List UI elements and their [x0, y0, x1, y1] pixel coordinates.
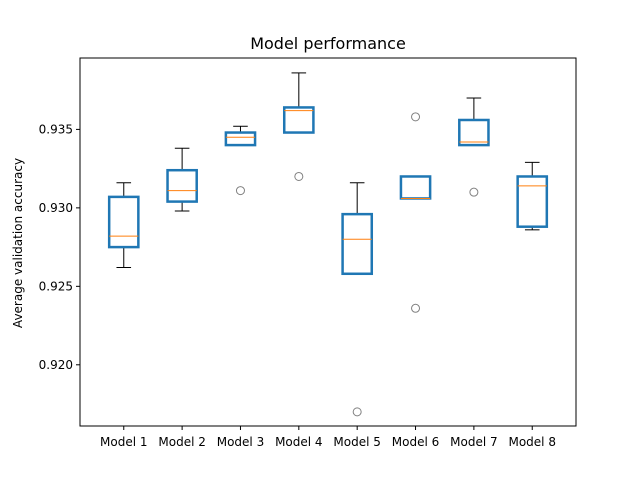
x-tick-label: Model 6 [392, 435, 439, 449]
x-tick-label: Model 1 [100, 435, 147, 449]
x-tick-label: Model 7 [450, 435, 497, 449]
y-tick-label: 0.925 [39, 279, 73, 293]
box [341, 212, 374, 276]
x-tick-label: Model 3 [217, 435, 264, 449]
chart-title: Model performance [250, 34, 406, 53]
outlier-point [294, 171, 304, 181]
box [516, 175, 549, 228]
x-tick-label: Model 8 [508, 435, 555, 449]
outlier-point [469, 187, 479, 197]
y-tick-label: 0.920 [39, 358, 73, 372]
box [107, 195, 140, 249]
y-tick-label: 0.935 [39, 122, 73, 136]
outlier-point [411, 112, 421, 122]
x-tick-label: Model 2 [158, 435, 205, 449]
plot-area: 0.920 0.925 0.930 0.935 Model 1 Model 2 Model … [39, 72, 556, 449]
box [224, 131, 257, 147]
outlier-point [352, 407, 362, 417]
box [166, 168, 198, 203]
x-tick-label: Model 5 [333, 435, 380, 449]
box [458, 118, 490, 147]
x-tick-label: Model 4 [275, 435, 322, 449]
plot-frame [79, 57, 577, 427]
outlier-point [411, 303, 421, 313]
box [282, 106, 315, 134]
y-tick-label: 0.930 [39, 201, 73, 215]
y-axis-label: Average validation accuracy [11, 158, 25, 328]
outlier-point [235, 186, 245, 196]
